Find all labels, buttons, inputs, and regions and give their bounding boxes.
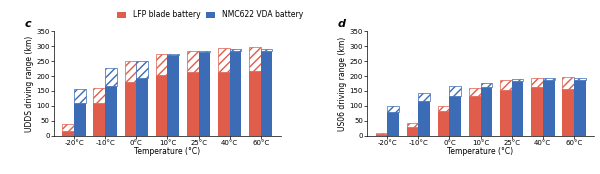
Bar (74, 103, 86, 136)
Bar (500, 90, 512, 136)
Text: c: c (25, 19, 31, 29)
Bar (388, 106, 399, 112)
Bar (574, 80, 586, 136)
Bar (199, 51, 211, 52)
Bar (230, 51, 241, 136)
Bar (249, 71, 260, 136)
Bar (230, 49, 241, 51)
Bar (136, 61, 148, 78)
Bar (481, 83, 493, 87)
Bar (62, 131, 74, 136)
Bar (167, 54, 179, 55)
Bar (155, 54, 167, 75)
Bar (437, 111, 449, 136)
Bar (449, 86, 461, 96)
Bar (218, 48, 230, 72)
Bar (418, 101, 430, 136)
Bar (136, 78, 148, 136)
Bar (512, 81, 523, 136)
Bar (531, 87, 543, 136)
Bar (407, 127, 418, 136)
Bar (481, 87, 493, 136)
Bar (543, 78, 554, 80)
Bar (74, 89, 86, 103)
Bar (418, 93, 430, 101)
Bar (260, 51, 272, 136)
Bar (260, 49, 272, 51)
Bar (167, 55, 179, 136)
Bar (105, 68, 117, 86)
Bar (218, 72, 230, 136)
Y-axis label: UDDS driving range (km): UDDS driving range (km) (25, 35, 34, 132)
Bar (574, 78, 586, 80)
Bar (562, 77, 574, 89)
Bar (125, 82, 136, 136)
Bar (469, 88, 481, 96)
Text: d: d (338, 19, 346, 29)
X-axis label: Temperature (°C): Temperature (°C) (448, 147, 514, 156)
Bar (407, 124, 418, 127)
Y-axis label: US06 driving range (km): US06 driving range (km) (338, 36, 347, 131)
Bar (376, 134, 388, 136)
Bar (125, 61, 136, 82)
Bar (469, 96, 481, 136)
Bar (388, 112, 399, 136)
Bar (500, 80, 512, 90)
Bar (449, 96, 461, 136)
Bar (187, 73, 199, 136)
Legend: LFP blade battery, NMC622 VDA battery: LFP blade battery, NMC622 VDA battery (114, 7, 306, 22)
Bar (249, 48, 260, 71)
Bar (437, 106, 449, 111)
Bar (376, 133, 388, 134)
Bar (155, 75, 167, 136)
Bar (562, 89, 574, 136)
Bar (62, 124, 74, 131)
Bar (105, 86, 117, 136)
Bar (94, 103, 105, 136)
X-axis label: Temperature (°C): Temperature (°C) (134, 147, 200, 156)
Bar (199, 52, 211, 136)
Bar (94, 88, 105, 103)
Bar (543, 80, 554, 136)
Bar (187, 51, 199, 73)
Bar (512, 79, 523, 81)
Bar (531, 78, 543, 87)
